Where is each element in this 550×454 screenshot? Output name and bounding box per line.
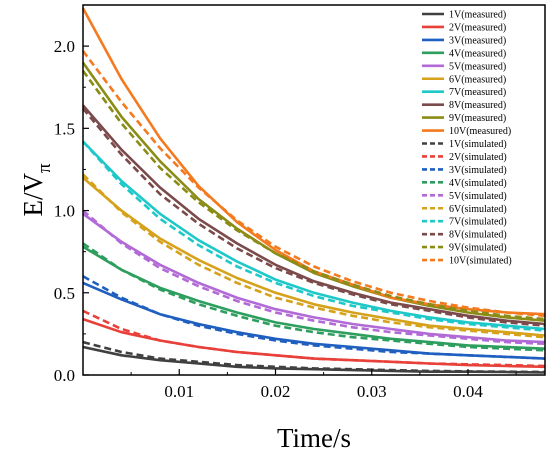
- x-tick-label: 0.04: [453, 382, 483, 401]
- x-axis-title: Time/s: [277, 423, 351, 453]
- y-tick-label: 2.0: [54, 37, 75, 56]
- series-line-3v-simulated-: [82, 275, 546, 360]
- legend-label: 9V(measured): [449, 113, 506, 124]
- series-line-5v-simulated-: [82, 209, 546, 346]
- legend-label: 3V(measured): [449, 35, 506, 46]
- legend-label: 2V(simulated): [449, 152, 507, 163]
- legend-label: 10V(measured): [449, 126, 511, 137]
- x-tick-label: 0.01: [164, 382, 194, 401]
- legend-label: 8V(measured): [449, 100, 506, 111]
- series-line-6v-simulated-: [82, 173, 546, 339]
- y-axis-title: E/Vπ: [18, 163, 55, 217]
- y-tick-label: 0.0: [54, 366, 75, 385]
- legend-label: 1V(simulated): [449, 139, 507, 150]
- tick-layer: 0.01 0.02 0.03 0.04 0.0 0.5 1.0 1.5 2.0: [54, 37, 517, 401]
- legend-label: 3V(simulated): [449, 165, 507, 176]
- series-line-4v-measured-: [82, 245, 546, 350]
- legend-label: 7V(simulated): [449, 217, 507, 228]
- legend-label: 5V(measured): [449, 61, 506, 72]
- legend-label: 10V(simulated): [449, 256, 512, 267]
- legend-label: 7V(measured): [449, 87, 506, 98]
- legend: 1V(measured)2V(measured) 3V(measured) 4V(m…: [422, 10, 512, 267]
- plot-frame: [82, 4, 546, 376]
- series-line-4v-simulated-: [82, 242, 546, 352]
- y-axis-title-subscript: π: [34, 163, 55, 173]
- series-line-2v-simulated-: [82, 309, 546, 368]
- x-tick-label: 0.02: [261, 382, 291, 401]
- legend-label: 2V(measured): [449, 22, 506, 33]
- x-tick-label: 0.03: [357, 382, 387, 401]
- legend-label: 1V(measured): [449, 10, 506, 21]
- series-line-5v-measured-: [82, 212, 546, 344]
- series-line-6v-measured-: [82, 176, 546, 337]
- series-layer: [81, 7, 546, 374]
- legend-label: 9V(simulated): [449, 243, 507, 254]
- y-axis-title-main: E/V: [18, 173, 48, 217]
- series-line-8v-measured-: [82, 104, 546, 326]
- series-line-10v-simulated-: [81, 50, 546, 318]
- series-line-9v-measured-: [81, 61, 546, 322]
- series-line-8v-simulated-: [82, 107, 546, 327]
- legend-label: 6V(measured): [449, 74, 506, 85]
- legend-label: 6V(simulated): [449, 204, 507, 215]
- series-line-9v-simulated-: [81, 70, 546, 321]
- y-tick-label: 0.5: [54, 284, 75, 303]
- series-line-7v-measured-: [82, 140, 546, 331]
- legend-label: 8V(simulated): [449, 230, 507, 241]
- legend-label: 5V(simulated): [449, 191, 507, 202]
- legend-label: 4V(measured): [449, 48, 506, 59]
- y-tick-label: 1.5: [54, 119, 75, 138]
- legend-label: 4V(simulated): [449, 178, 507, 189]
- y-tick-label: 1.0: [54, 202, 75, 221]
